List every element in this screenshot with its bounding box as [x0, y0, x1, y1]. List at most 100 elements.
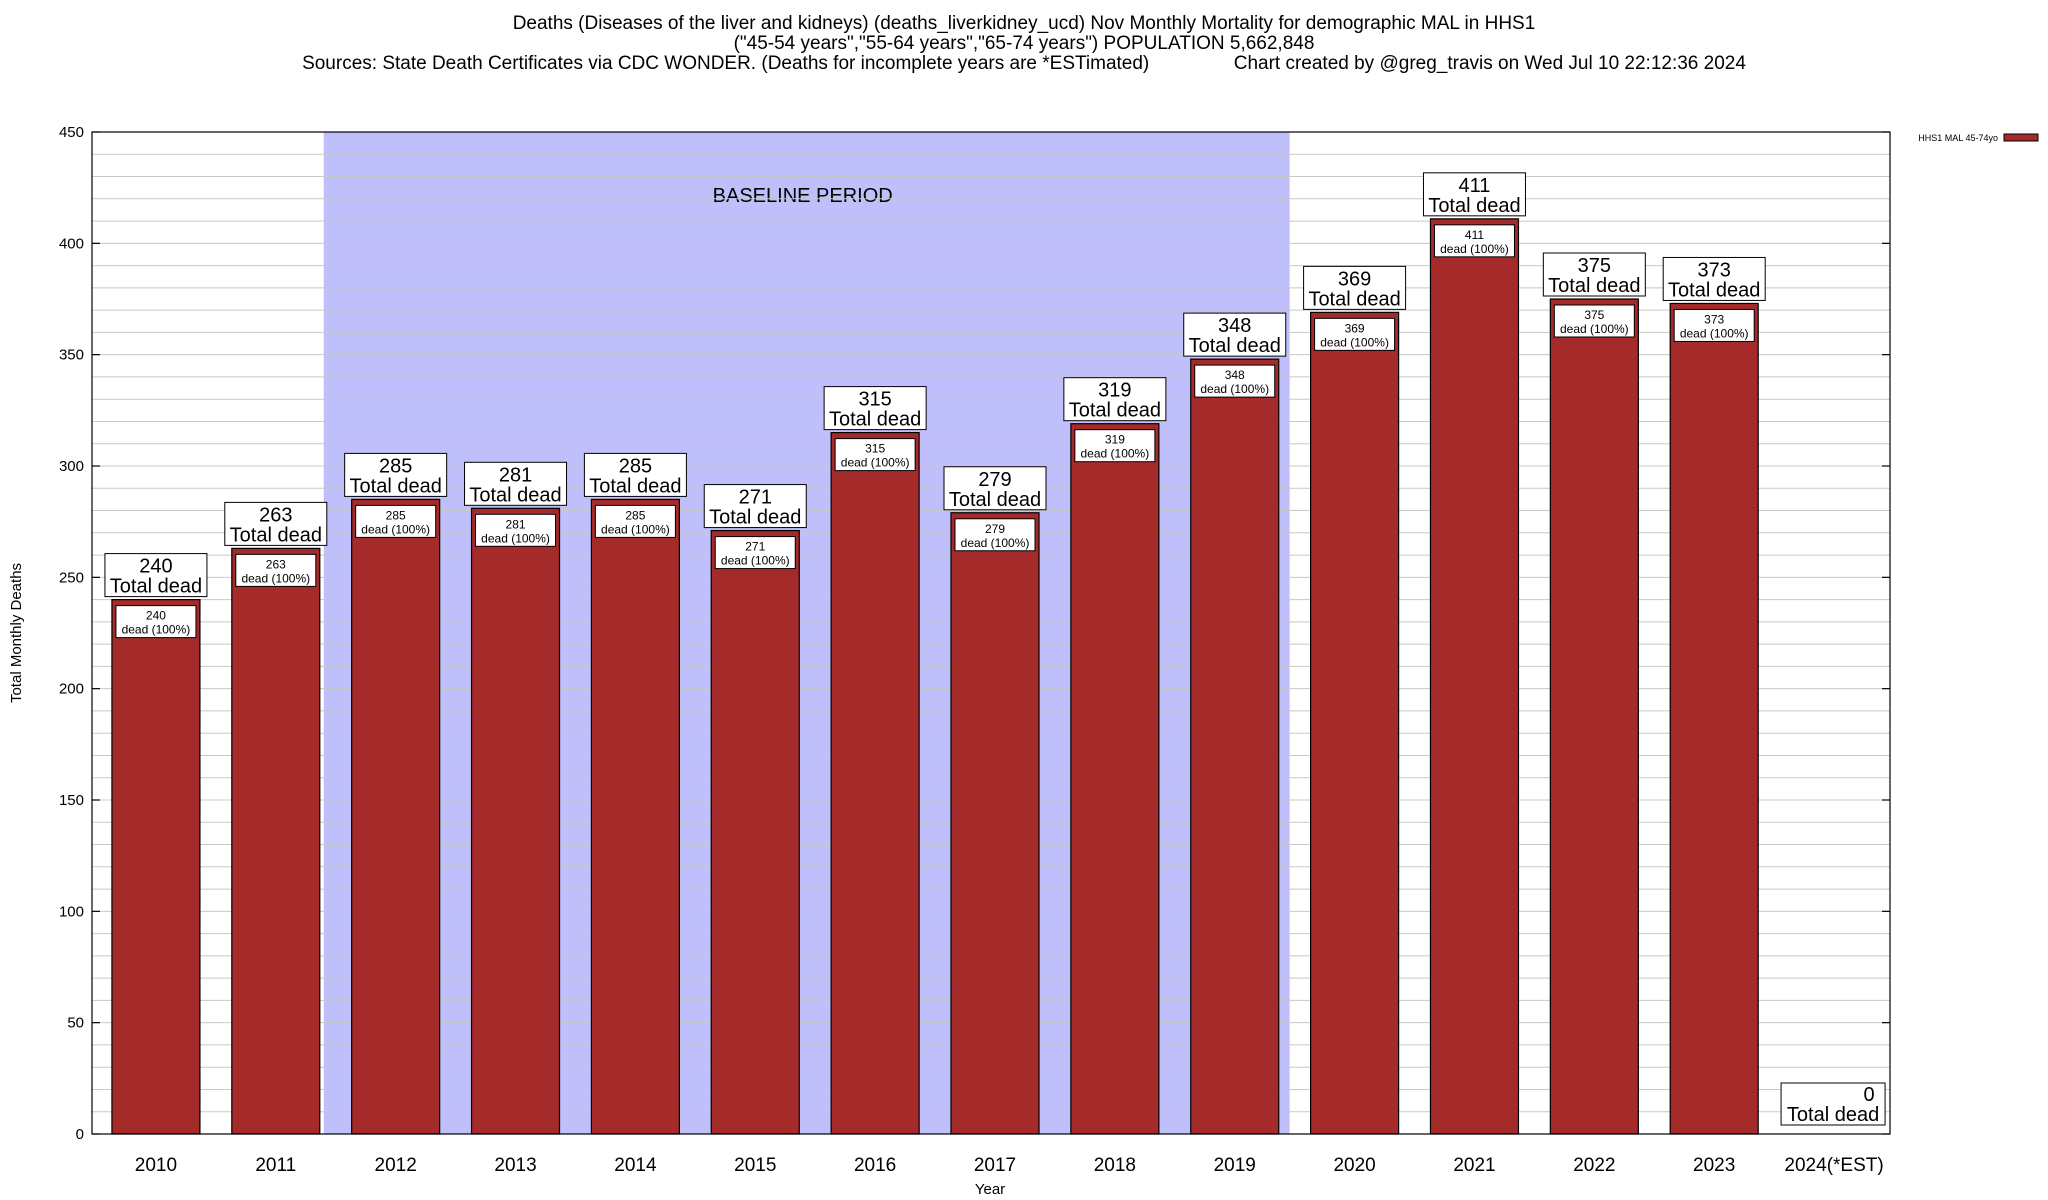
bar-2022	[1549, 298, 1639, 1135]
legend-label: HHS1 MAL 45-74yo	[1918, 133, 1998, 143]
x-tick-label: 2019	[1214, 1155, 1256, 1176]
x-tick-label: 2013	[494, 1155, 536, 1176]
inner-label-text: dead (100%)	[1440, 242, 1509, 256]
total-label-box	[224, 501, 328, 546]
x-tick-label: 2012	[375, 1155, 417, 1176]
inner-label-box	[1074, 429, 1156, 463]
inner-label-box	[115, 605, 197, 639]
x-tick-label: 2023	[1693, 1155, 1735, 1176]
total-label-text: Total dead	[350, 475, 442, 497]
total-label-value: 281	[499, 464, 532, 486]
total-label-box	[1303, 265, 1407, 310]
y-tick-label: 300	[59, 458, 84, 475]
inner-label-value: 285	[386, 508, 406, 522]
inner-label-value: 279	[985, 522, 1005, 536]
inner-label-text: dead (100%)	[961, 536, 1030, 550]
inner-label-text: dead (100%)	[841, 456, 910, 470]
total-label-box	[1662, 256, 1766, 301]
inner-label-text: dead (100%)	[122, 623, 191, 637]
chart-title-line-1: Deaths (Diseases of the liver and kidney…	[512, 13, 1536, 34]
total-label-value: 285	[379, 455, 412, 477]
inner-label-text: dead (100%)	[1680, 326, 1749, 340]
total-label-text: Total dead	[230, 524, 322, 546]
inner-label-value: 240	[146, 609, 166, 623]
total-label-value: 263	[259, 504, 292, 526]
total-label-box	[583, 452, 687, 497]
inner-label-box	[954, 518, 1036, 552]
total-label-value: 285	[619, 455, 652, 477]
total-label-box	[703, 484, 807, 529]
x-tick-label: 2014	[614, 1155, 657, 1176]
inner-label-box	[714, 536, 796, 570]
inner-label-value: 285	[625, 508, 645, 522]
total-label-value: 240	[139, 556, 172, 578]
total-label-text: Total dead	[1189, 335, 1281, 357]
inner-label-box	[235, 553, 317, 587]
total-label-box	[943, 466, 1047, 511]
total-label-text: Total dead	[709, 507, 801, 529]
total-label-box	[1780, 1082, 1886, 1126]
inner-label-value: 319	[1105, 433, 1125, 447]
total-label-text: Total dead	[949, 489, 1041, 511]
bar-2011	[231, 547, 321, 1135]
total-label-value: 315	[858, 389, 891, 411]
plot-frame	[91, 131, 1891, 1135]
x-tick-label: 2020	[1333, 1155, 1375, 1176]
x-tick-label: 2016	[854, 1155, 896, 1176]
bar-2020	[1309, 311, 1400, 1135]
inner-label-text: dead (100%)	[1560, 322, 1629, 336]
total-label-text: Total dead	[589, 475, 681, 497]
bar-2016	[830, 432, 920, 1135]
inner-label-value: 411	[1465, 228, 1484, 242]
total-label-value: 271	[739, 487, 772, 509]
total-label-text: Total dead	[1548, 275, 1640, 297]
x-tick-label: 2010	[135, 1155, 177, 1176]
bars-layer	[111, 218, 1759, 1135]
inner-label-text: dead (100%)	[1200, 382, 1269, 396]
bar-2017	[950, 512, 1040, 1135]
total-label-value: 373	[1698, 259, 1731, 281]
total-label-box	[1183, 312, 1287, 357]
total-label-box	[344, 452, 448, 497]
total-label-box	[1542, 252, 1646, 297]
inner-label-box	[1433, 224, 1515, 258]
total-label-box	[823, 386, 927, 431]
bar-2015	[710, 529, 800, 1135]
inner-label-text: dead (100%)	[721, 554, 790, 568]
x-tick-label: 2015	[734, 1155, 776, 1176]
bar-2019	[1190, 358, 1280, 1135]
y-tick-label: 450	[59, 124, 84, 141]
x-axis-label: Year	[975, 1181, 1005, 1198]
y-tick-label: 150	[59, 792, 84, 809]
x-tick-label: 2011	[255, 1155, 296, 1176]
total-label-text: Total dead	[829, 409, 921, 431]
total-label-value: 319	[1098, 380, 1131, 402]
inner-label-text: dead (100%)	[481, 531, 550, 545]
x-tick-label: 2018	[1094, 1155, 1136, 1176]
total-label-value: 369	[1338, 268, 1371, 290]
total-label-value: 279	[978, 469, 1011, 491]
x-tick-label: 2017	[974, 1155, 1016, 1176]
total-label-text: Total dead	[469, 484, 561, 506]
inner-label-text: dead (100%)	[1320, 335, 1389, 349]
y-tick-label: 250	[59, 569, 84, 586]
bar-2010	[111, 598, 201, 1135]
inner-label-value: 375	[1584, 308, 1604, 322]
x-tick-label: 2024(*EST)	[1784, 1155, 1883, 1176]
inner-label-text: dead (100%)	[1081, 447, 1150, 461]
inner-label-text: dead (100%)	[241, 571, 310, 585]
inner-label-box	[1314, 317, 1396, 351]
y-tick-label: 350	[59, 347, 84, 364]
total-label-box	[464, 461, 568, 506]
axes-layer: 0 50 100 150 200 250 300 350 400 450 2010 2011 2012 2…	[8, 124, 1891, 1198]
inner-label-box	[1553, 304, 1635, 338]
total-label-text: Total dead	[1308, 288, 1400, 310]
bar-2023	[1669, 302, 1759, 1135]
inner-label-value: 348	[1225, 368, 1245, 382]
baseline-period-label: BASELINE PERIOD	[713, 185, 893, 207]
total-label-value: 375	[1578, 255, 1611, 277]
inner-label-box	[475, 513, 557, 547]
inner-label-box	[594, 504, 676, 538]
inner-label-value: 369	[1345, 321, 1365, 335]
